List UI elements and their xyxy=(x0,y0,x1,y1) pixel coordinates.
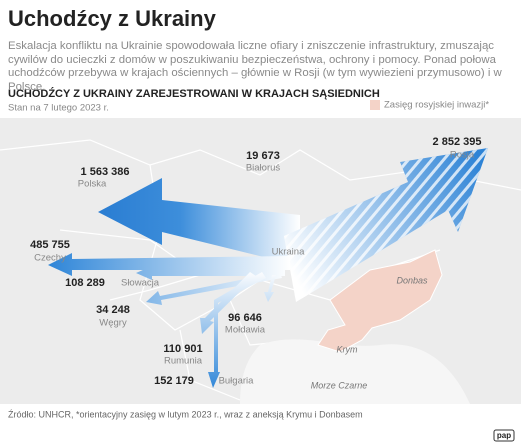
border xyxy=(0,139,521,191)
invasion-area xyxy=(317,249,443,353)
subtitle: UCHODŹCY Z UKRAINY ZAREJESTROWANI W KRAJ… xyxy=(8,87,380,100)
country: Rosja xyxy=(450,150,475,161)
country: Białoruś xyxy=(246,163,281,174)
arrow-bulgaria xyxy=(208,272,266,388)
country: Rumunia xyxy=(164,356,203,367)
value: 96 646 xyxy=(228,312,262,324)
black-sea xyxy=(240,339,470,404)
value: 110 901 xyxy=(163,343,202,355)
intro: Eskalacja konfliktu na Ukrainie spowodow… xyxy=(8,40,502,93)
arrow-slowacja xyxy=(136,266,285,280)
arrow-polska xyxy=(98,178,300,266)
legend-swatch xyxy=(370,100,380,110)
country: Mołdawia xyxy=(225,325,266,336)
source: Źródło: UNHCR, *orientacyjny zasięg w lu… xyxy=(8,409,363,419)
country: Węgry xyxy=(99,318,127,329)
arrow-moldawia xyxy=(264,275,276,302)
arrow-rosja-stripes xyxy=(284,148,488,302)
value: 108 289 xyxy=(65,277,105,289)
legend-label: Zasięg rosyjskiej inwazji* xyxy=(384,100,489,111)
country: Bułgaria xyxy=(219,376,255,387)
sea-label: Morze Czarne xyxy=(311,380,368,390)
value: 152 179 xyxy=(154,375,194,387)
crimea-label: Krym xyxy=(337,344,359,354)
value: 1 563 386 xyxy=(81,166,130,178)
arrow-czechy xyxy=(48,253,290,276)
country: Polska xyxy=(78,179,107,190)
ukraine-label: Ukraina xyxy=(272,247,305,258)
country: Słowacja xyxy=(121,278,160,289)
value: 485 755 xyxy=(30,239,70,251)
logo: pap xyxy=(497,431,511,440)
title: Uchodźcy z Ukrainy xyxy=(8,6,216,31)
date: Stan na 7 lutego 2023 r. xyxy=(8,103,109,114)
donbas-label: Donbas xyxy=(396,275,428,285)
country: Czechy xyxy=(34,253,66,264)
value: 34 248 xyxy=(96,304,130,316)
value: 19 673 xyxy=(246,150,280,162)
value: 2 852 395 xyxy=(433,136,482,148)
logo-box xyxy=(493,429,515,442)
